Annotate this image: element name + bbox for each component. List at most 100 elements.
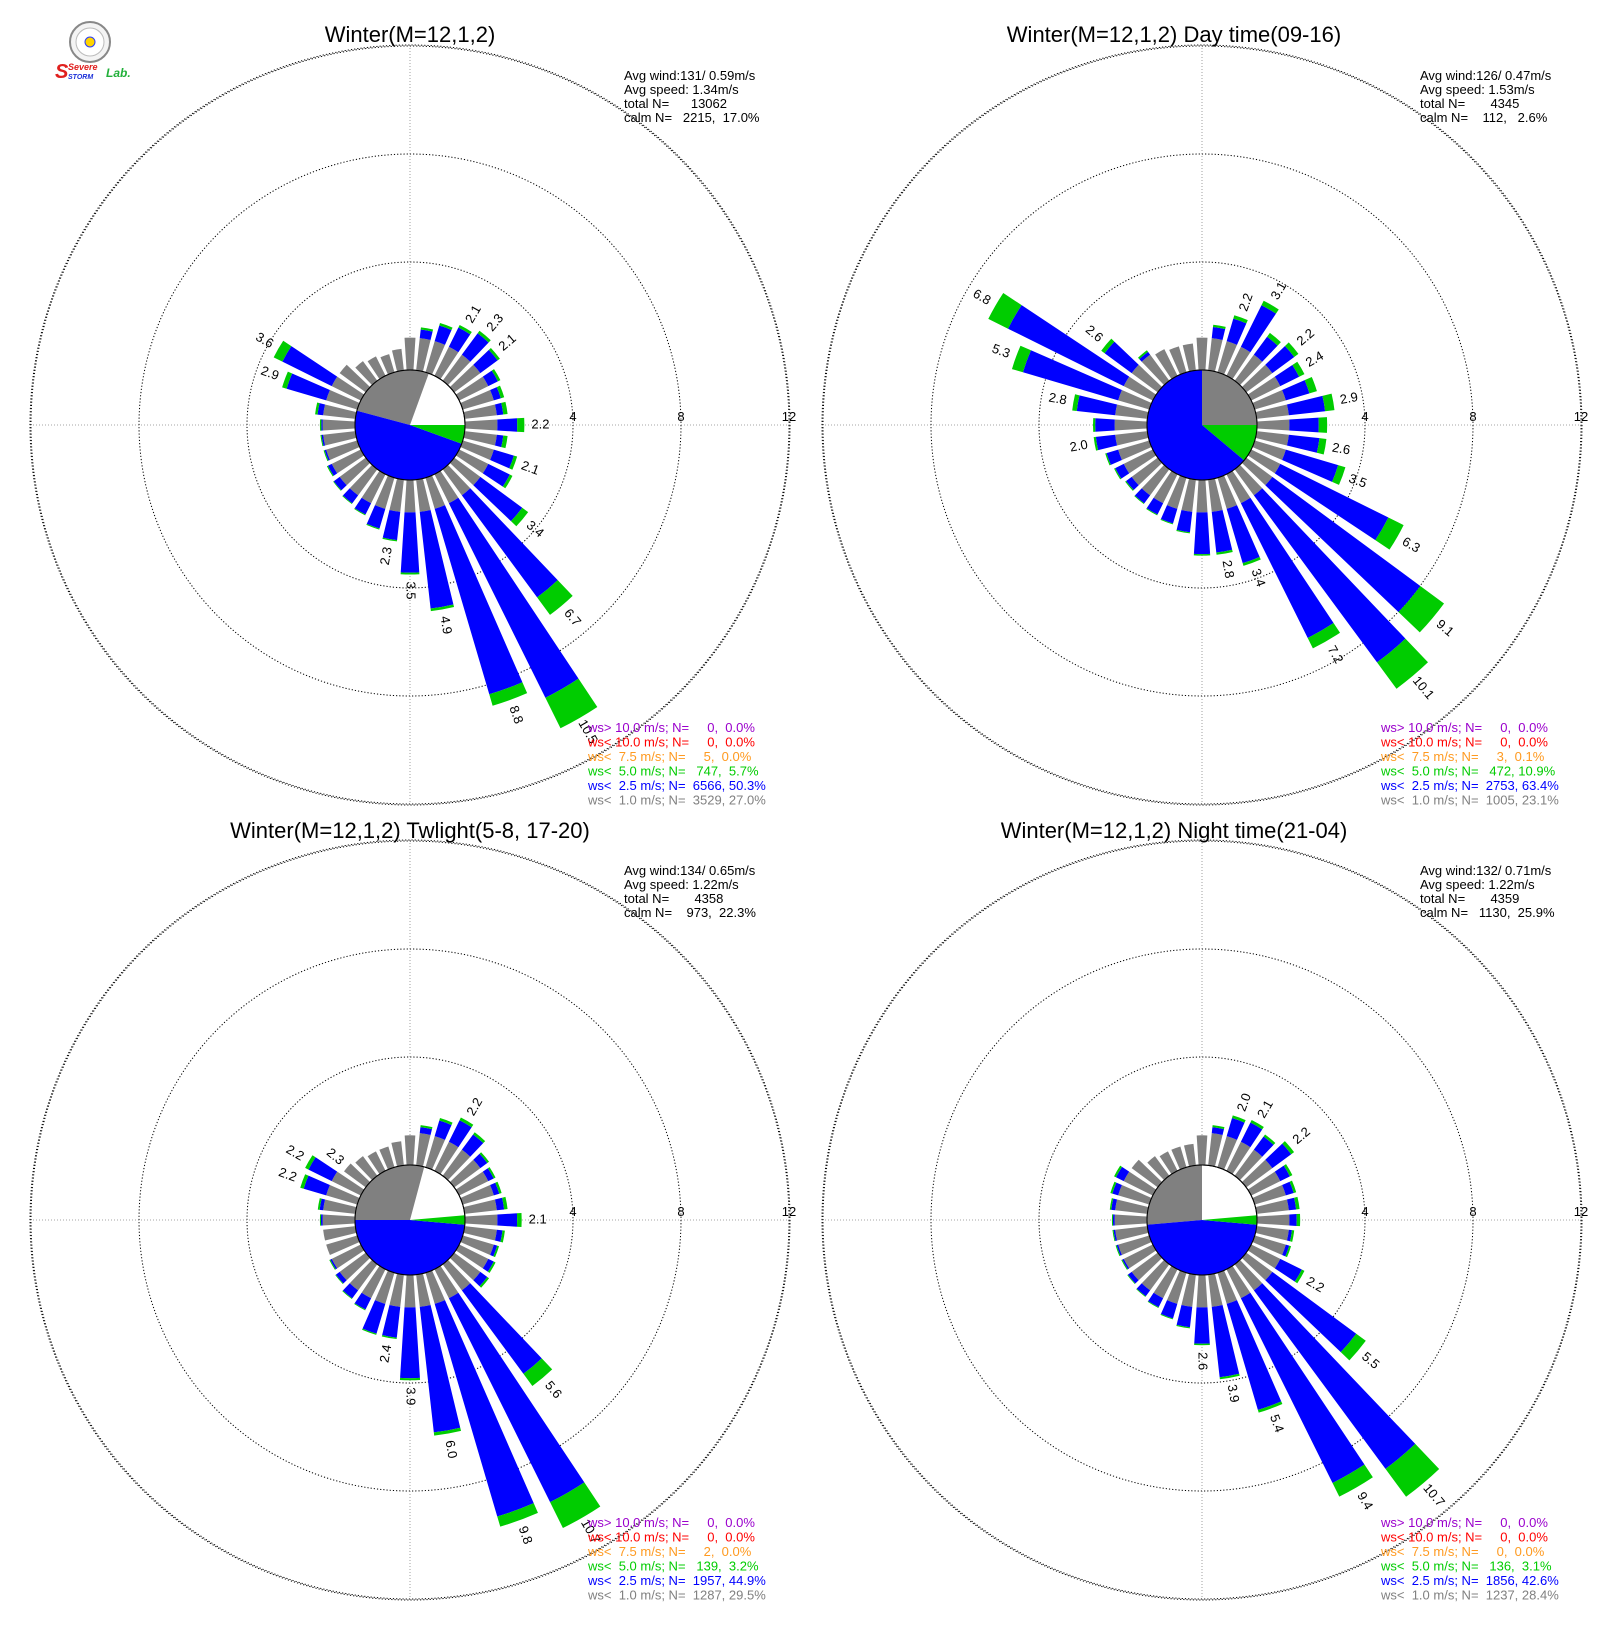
spoke-lt2_5 <box>286 373 330 401</box>
calm-pie-slice <box>1147 370 1245 480</box>
spoke-lt2_5 <box>434 505 523 695</box>
spoke-lt5 <box>1138 350 1149 360</box>
stats-line: Avg speed: 1.22m/s <box>1420 877 1535 892</box>
spoke-lt2_5 <box>448 327 471 353</box>
spoke-lt2_5 <box>494 434 504 448</box>
spoke-lt1 <box>425 341 445 375</box>
spoke-lt2_5 <box>1253 1283 1416 1469</box>
spoke-lt5 <box>1125 480 1134 491</box>
spoke-lt5 <box>399 1377 421 1381</box>
spoke-value-label: 2.2 <box>531 416 549 431</box>
spoke-lt2_5 <box>1126 476 1139 491</box>
spoke-lt1 <box>355 361 378 386</box>
spoke-lt1 <box>1241 457 1273 486</box>
spoke-lt1 <box>1196 479 1208 513</box>
spoke-lt5 <box>1114 1165 1123 1178</box>
spoke-lt5 <box>282 371 293 389</box>
spoke-lt1 <box>449 1252 481 1281</box>
ring-tick-label: 12 <box>1574 1204 1588 1219</box>
spoke-lt1 <box>1159 1151 1178 1175</box>
spoke-lt5 <box>550 1482 601 1529</box>
spoke-lt2_5 <box>1193 512 1211 555</box>
spoke-lt1 <box>1217 341 1237 375</box>
spoke-lt5 <box>342 1290 353 1300</box>
spoke-lt1 <box>355 1156 378 1181</box>
ring-tick-label: 8 <box>1469 1204 1476 1219</box>
spoke-lt1 <box>331 1171 365 1196</box>
spoke-lt1 <box>1252 440 1286 460</box>
spoke-lt5 <box>496 385 505 399</box>
chart-title: Winter(M=12,1,2) Day time(09-16) <box>1007 22 1341 47</box>
legend-entry: ws< 10.0 m/s; N= 0, 0.0% <box>587 1530 755 1545</box>
spoke-lt1 <box>1252 1185 1286 1205</box>
spoke-lt1 <box>455 1244 489 1269</box>
spoke-value-label: 2.3 <box>377 546 395 566</box>
spoke-lt2_5 <box>1115 463 1130 479</box>
spoke-lt2_5 <box>1282 1181 1294 1196</box>
calm-circle-outline <box>354 369 466 481</box>
spoke-lt5 <box>459 1117 474 1128</box>
spoke-lt1 <box>1118 390 1152 410</box>
spoke-lt1 <box>1169 346 1187 375</box>
spoke-lt2_5 <box>473 349 498 374</box>
stats-line: Avg wind:132/ 0.71m/s <box>1420 863 1552 878</box>
spoke-lt1 <box>1255 431 1289 446</box>
spoke-lt2_5 <box>1134 488 1151 504</box>
spoke-value-label: 5.6 <box>542 1378 565 1401</box>
spoke-lt5 <box>1193 553 1211 556</box>
spoke-lt2_5 <box>473 1271 488 1287</box>
spoke-lt2_5 <box>461 1134 484 1157</box>
spoke-lt5 <box>1285 342 1299 357</box>
spoke-lt2_5 <box>1240 1122 1263 1148</box>
spoke-lt1 <box>449 1159 481 1188</box>
spoke-lt5 <box>477 330 491 343</box>
spoke-lt1 <box>460 440 494 460</box>
calm-pie-slice <box>410 425 465 444</box>
wind-rose-panel-3: Winter(M=12,1,2) Twlight(5-8, 17-20) 4 8 12… <box>29 818 796 1603</box>
spoke-value-label: 5.3 <box>990 341 1012 361</box>
spoke-lt1 <box>1147 1156 1170 1181</box>
spoke-lt2_5 <box>1127 1271 1139 1284</box>
spoke-lt2_5 <box>400 512 420 573</box>
spoke-lt2_5 <box>1286 434 1320 453</box>
spoke-lt5 <box>320 434 324 447</box>
spoke-lt1 <box>442 354 471 386</box>
spoke-lt1 <box>349 464 378 496</box>
spoke-lt1 <box>1252 1235 1286 1255</box>
spoke-lt1 <box>1208 1133 1223 1167</box>
chart-title: Winter(M=12,1,2) Night time(21-04) <box>1001 818 1348 843</box>
spoke-lt5 <box>420 327 434 332</box>
spoke-lt5 <box>319 419 322 431</box>
spoke-lt5 <box>1194 1343 1210 1346</box>
spoke-lt1 <box>1123 1244 1157 1269</box>
ring-tick-label: 8 <box>677 1204 684 1219</box>
spoke-lt5 <box>1385 1443 1440 1497</box>
spoke-lt1 <box>449 364 481 393</box>
spoke-lt2_5 <box>321 434 326 446</box>
spoke-lt1 <box>1217 1270 1237 1304</box>
spoke-lt2_5 <box>448 1120 472 1148</box>
spoke-lt1 <box>1167 1270 1187 1304</box>
spoke-lt5 <box>1176 1324 1190 1329</box>
spoke-value-label: 2.2 <box>1294 325 1317 348</box>
spoke-lt1 <box>442 464 471 496</box>
spoke-lt2_5 <box>333 476 347 491</box>
legend-entry: ws< 5.0 m/s; N= 139, 3.2% <box>587 1559 759 1574</box>
legend-entry: ws> 10.0 m/s; N= 0, 0.0% <box>587 720 755 735</box>
spoke-lt1 <box>331 1244 365 1269</box>
legend-entry: ws< 1.0 m/s; N= 1005, 23.1% <box>1380 793 1559 808</box>
spoke-value-label: 4.9 <box>437 615 455 635</box>
spoke-lt2_5 <box>419 329 433 341</box>
spoke-lt2_5 <box>1240 1292 1365 1483</box>
spoke-lt1 <box>455 1171 489 1196</box>
stats-line: Avg wind:131/ 0.59m/s <box>624 68 756 83</box>
spoke-lt5 <box>1318 417 1328 433</box>
spoke-lt5 <box>1332 465 1346 485</box>
spoke-lt5 <box>317 1198 322 1210</box>
spoke-lt1 <box>1208 478 1223 512</box>
spoke-lt5 <box>1011 345 1031 373</box>
spoke-lt5 <box>497 1503 538 1527</box>
spoke-value-label: 8.8 <box>506 704 526 726</box>
spoke-lt1 <box>1196 1135 1208 1166</box>
spoke-lt1 <box>339 364 371 393</box>
